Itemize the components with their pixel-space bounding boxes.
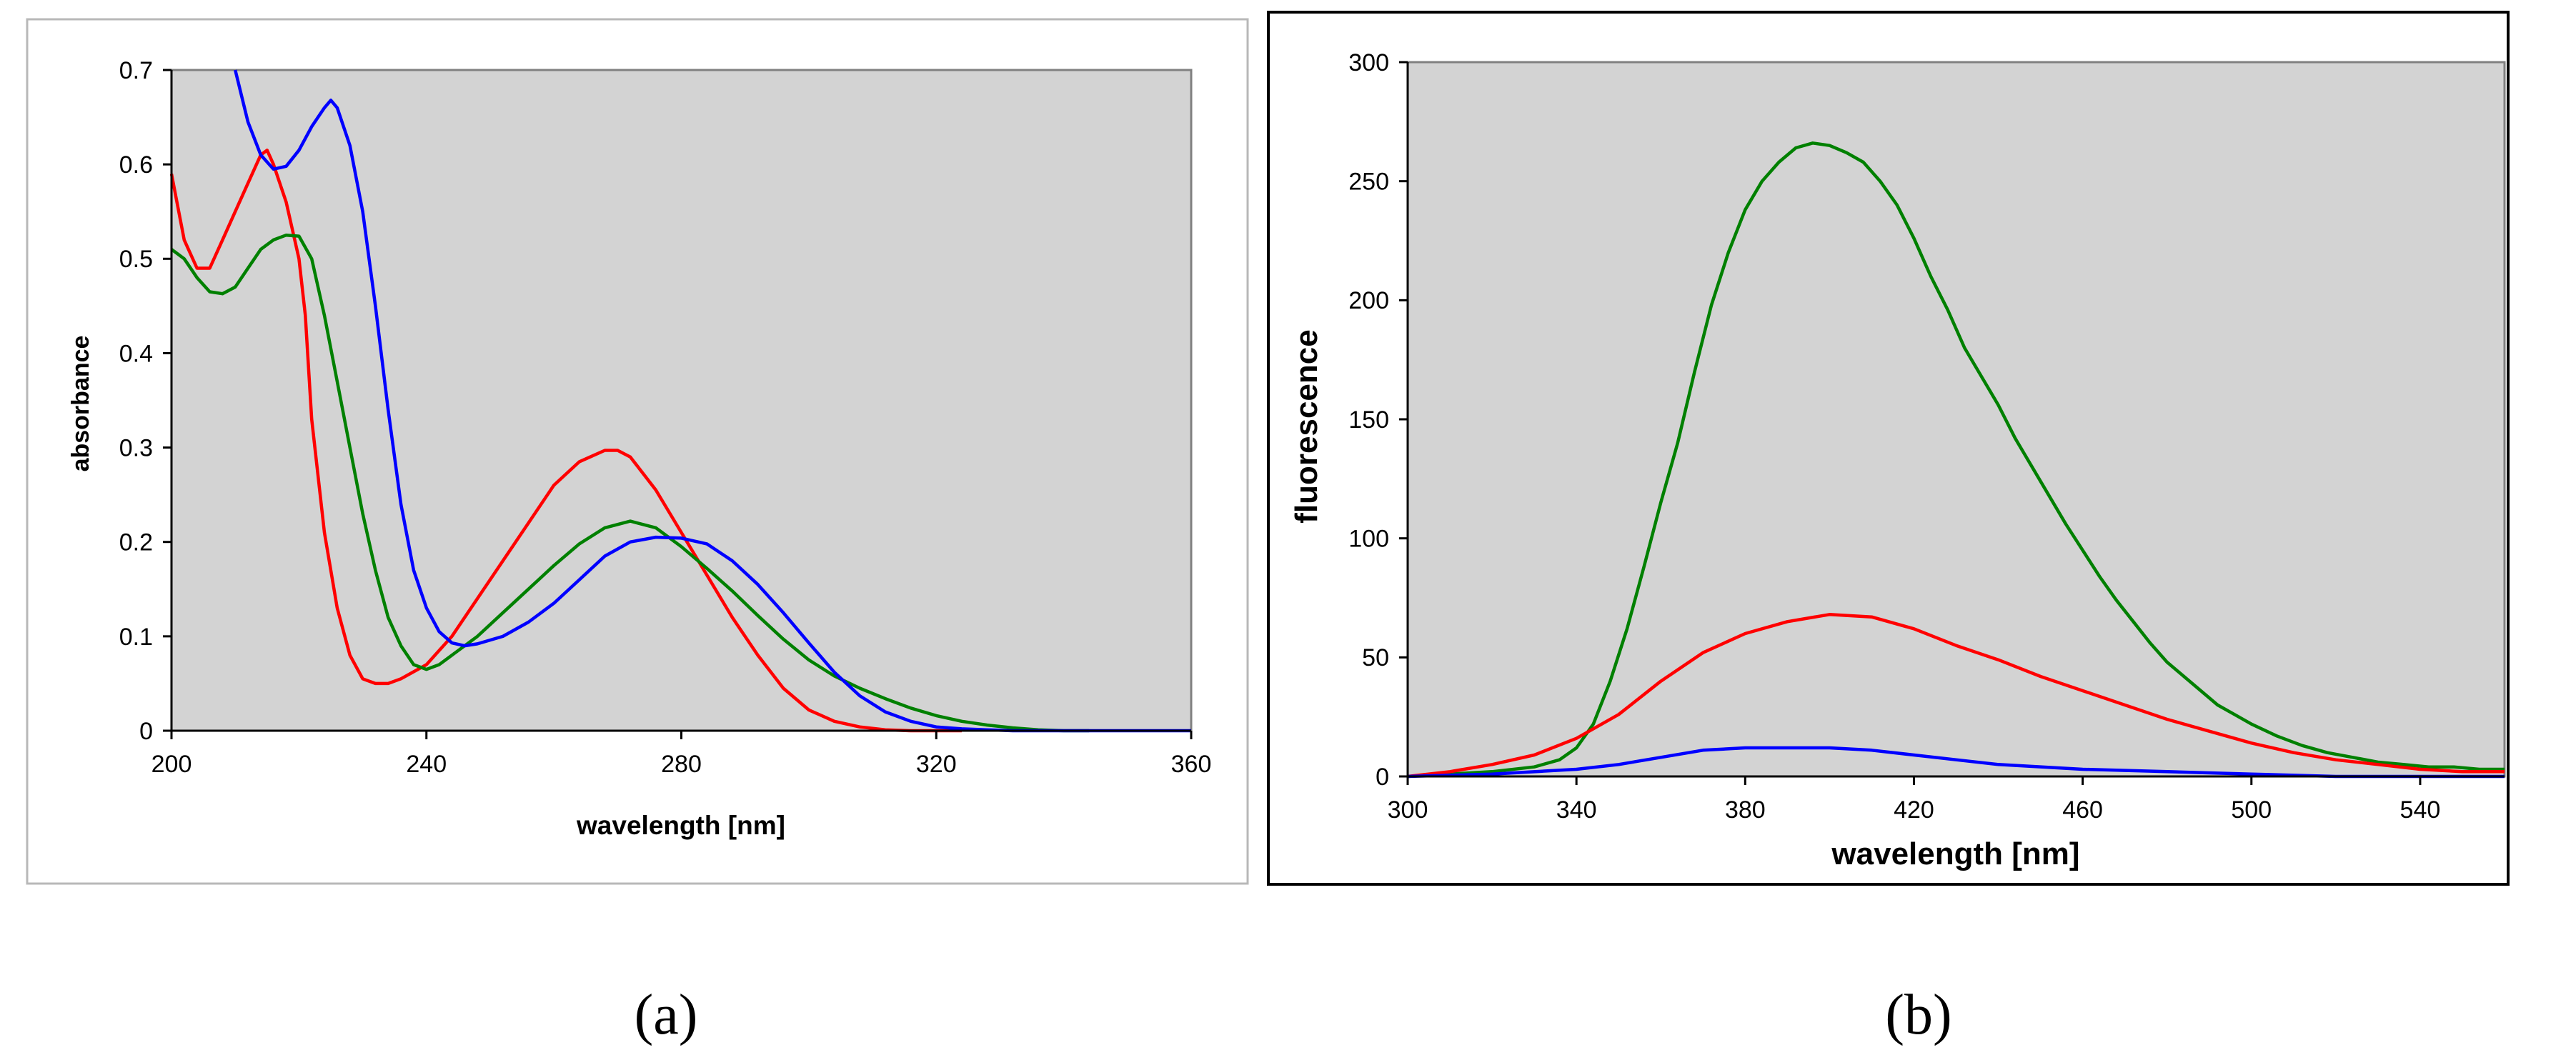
chart-b-series-1-line [1407, 613, 2505, 779]
chart-a-y-tick-label: 0.3 [119, 434, 153, 461]
chart-a-x-tick-label: 320 [916, 751, 957, 778]
chart-a-series-2-line [234, 69, 1191, 733]
chart-b-x-tick-label: 380 [1725, 796, 1766, 824]
chart-a-y-tick-label: 0.2 [119, 529, 153, 556]
chart-a-x-tick-label: 280 [661, 751, 702, 778]
chart-a-y-axis-label: absorbance [67, 336, 94, 472]
chart-a-y-tick-label: 0.6 [119, 151, 153, 179]
chart-b-x-tick-label: 420 [1894, 796, 1934, 824]
chart-b-x-tick-label: 500 [2231, 796, 2272, 824]
chart-b-y-tick-label: 250 [1348, 169, 1389, 196]
chart-a-caption: (a) [635, 984, 698, 1046]
chart-a-x-ticks: 200 240 280 320 360 [151, 731, 1212, 778]
chart-a-y-tick-label: 0.1 [119, 624, 153, 651]
chart-b-y-ticks: 0 50 100 150 200 250 300 [1348, 49, 1408, 791]
chart-b-series-0-line [1407, 141, 2505, 779]
chart-b-y-tick-label: 300 [1348, 49, 1389, 76]
chart-b-series-2-line [1407, 746, 2505, 779]
chart-b-y-tick-label: 50 [1362, 644, 1389, 671]
chart-a-x-tick-label: 200 [151, 751, 192, 778]
chart-b-y-tick-label: 100 [1348, 526, 1389, 553]
chart-a-x-tick-label: 240 [406, 751, 447, 778]
chart-a-plot-area [170, 69, 1193, 732]
chart-b-x-tick-label: 460 [2062, 796, 2103, 824]
chart-a-y-tick-label: 0 [139, 718, 153, 745]
chart-b-caption: (b) [1885, 984, 1951, 1046]
chart-a-y-tick-label: 0.4 [119, 340, 153, 367]
chart-b-y-tick-label: 200 [1348, 287, 1389, 314]
chart-b-x-ticks: 300 340 380 420 460 500 540 [1388, 776, 2441, 824]
chart-a-y-tick-label: 0.7 [119, 57, 153, 84]
chart-b-y-axis-label: fluorescence [1289, 329, 1324, 523]
chart-a-y-tick-label: 0.5 [119, 246, 153, 273]
chart-b-x-axis-label: wavelength [nm] [1831, 836, 2079, 871]
chart-b-y-tick-label: 150 [1348, 406, 1389, 434]
chart-a-series-1-line [170, 233, 1090, 733]
chart-b-y-tick-label: 0 [1376, 764, 1389, 791]
chart-b-x-tick-label: 340 [1556, 796, 1597, 824]
chart-a-x-tick-label: 360 [1171, 751, 1212, 778]
chart-b-x-tick-label: 300 [1388, 796, 1428, 824]
chart-a-x-axis-label: wavelength [nm] [576, 811, 785, 840]
chart-a: 200 240 280 320 360 0 0.1 0.2 0.3 0.4 0.5 0.6 0.7 w… [26, 18, 1249, 1046]
chart-b: 300 340 380 420 460 500 540 0 50 100 150 200 250 300… [1267, 11, 2510, 1046]
chart-b-series [1407, 141, 2505, 779]
chart-a-series [169, 69, 1191, 733]
chart-a-y-ticks: 0 0.1 0.2 0.3 0.4 0.5 0.6 0.7 [119, 57, 171, 745]
chart-b-x-tick-label: 540 [2400, 796, 2441, 824]
chart-b-plot-area [1406, 61, 2506, 778]
